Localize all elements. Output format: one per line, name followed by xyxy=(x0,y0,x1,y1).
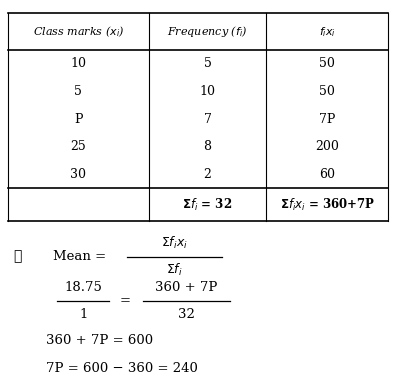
Text: =: = xyxy=(119,294,130,307)
Text: 5: 5 xyxy=(74,85,82,98)
Text: 50: 50 xyxy=(319,57,335,70)
Text: $f_i$$x_i$: $f_i$$x_i$ xyxy=(319,25,336,38)
Text: 60: 60 xyxy=(319,168,335,181)
Text: ∴: ∴ xyxy=(13,250,22,263)
Text: 5: 5 xyxy=(204,57,211,70)
Text: 360 + 7P = 600: 360 + 7P = 600 xyxy=(46,334,153,348)
Text: 1: 1 xyxy=(79,308,88,321)
Text: $\mathbf{\Sigma}f_ix_i$ = 360+7P: $\mathbf{\Sigma}f_ix_i$ = 360+7P xyxy=(280,197,375,212)
Text: Mean =: Mean = xyxy=(53,250,107,263)
Text: 32: 32 xyxy=(178,308,194,321)
Text: 30: 30 xyxy=(70,168,86,181)
Text: 360 + 7P: 360 + 7P xyxy=(155,281,217,294)
Text: 7: 7 xyxy=(204,113,211,126)
Text: $\mathbf{\Sigma}f_i$ = 32: $\mathbf{\Sigma}f_i$ = 32 xyxy=(183,197,232,212)
Text: 10: 10 xyxy=(200,85,215,98)
Text: Frequency ($f_i$): Frequency ($f_i$) xyxy=(167,24,248,39)
Text: 200: 200 xyxy=(315,140,339,153)
Text: 7P = 600 − 360 = 240: 7P = 600 − 360 = 240 xyxy=(46,362,198,375)
Text: 10: 10 xyxy=(70,57,86,70)
Text: $\Sigma f_i$: $\Sigma f_i$ xyxy=(166,262,183,278)
Text: 50: 50 xyxy=(319,85,335,98)
Text: 2: 2 xyxy=(204,168,211,181)
Text: Class marks ($x_i$): Class marks ($x_i$) xyxy=(32,24,124,39)
Text: 18.75: 18.75 xyxy=(64,281,102,294)
Text: P: P xyxy=(74,113,82,126)
Text: 25: 25 xyxy=(70,140,86,153)
Text: $\Sigma f_i x_i$: $\Sigma f_i x_i$ xyxy=(161,235,188,251)
Text: 7P: 7P xyxy=(319,113,335,126)
Text: 8: 8 xyxy=(204,140,211,153)
